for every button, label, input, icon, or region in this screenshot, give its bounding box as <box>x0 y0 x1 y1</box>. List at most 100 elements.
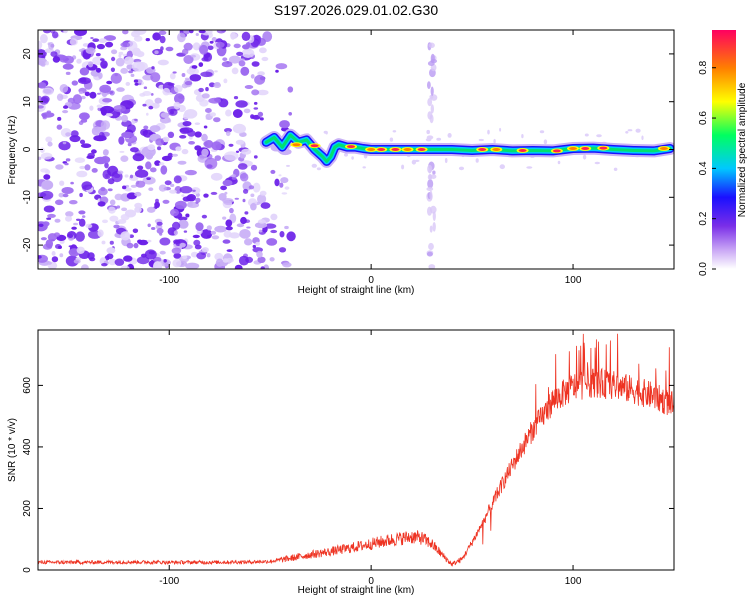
noise-blob <box>134 206 142 213</box>
noise-blob <box>279 231 285 238</box>
noise-blob <box>120 214 130 221</box>
noise-blob <box>257 71 265 76</box>
noise-blob <box>132 47 141 56</box>
noise-blob <box>76 246 85 254</box>
noise-blob <box>51 251 56 256</box>
noise-blob <box>250 193 255 198</box>
signal-hotspot <box>552 149 561 153</box>
noise-blob <box>169 73 176 80</box>
noise-blob <box>62 141 67 145</box>
colorbar-label: Normalized spectral amplitude <box>737 82 748 217</box>
noise-blob <box>270 229 278 234</box>
noise-blob <box>192 189 196 192</box>
noise-blob <box>76 218 81 221</box>
band-blob <box>430 94 438 101</box>
noise-blob <box>231 174 236 178</box>
noise-blob <box>221 61 233 68</box>
noise-blob <box>201 57 209 62</box>
noise-blob <box>147 223 151 228</box>
noise-blob <box>194 131 202 138</box>
noise-blob <box>214 225 227 233</box>
noise-blob <box>222 239 231 244</box>
noise-blob <box>162 87 171 96</box>
noise-blob <box>280 177 289 184</box>
noise-blob <box>42 87 54 96</box>
noise-blob <box>120 67 129 74</box>
noise-blob <box>121 131 134 139</box>
noise-blob <box>120 46 128 51</box>
noise-blob <box>133 79 139 83</box>
noise-blob <box>47 233 58 242</box>
noise-blob <box>183 112 190 120</box>
band-blob <box>427 61 435 66</box>
signal-hotspot <box>518 149 527 152</box>
noise-blob <box>63 30 68 34</box>
noise-blob <box>228 55 241 64</box>
signal-hotspot <box>310 144 319 148</box>
noise-blob <box>120 155 129 162</box>
colorbar-ticks: 0.0 0.2 0.4 0.6 0.8 <box>698 60 716 276</box>
noise-blob <box>130 73 135 77</box>
noise-blob <box>115 57 125 67</box>
noise-blob <box>206 234 211 239</box>
noise-blob <box>207 45 214 51</box>
noise-blob <box>98 187 108 196</box>
band-blob <box>430 174 437 180</box>
noise-blob <box>98 38 107 44</box>
faint-dot <box>635 128 641 133</box>
noise-blob <box>230 32 236 40</box>
noise-blob <box>38 255 42 259</box>
noise-blob <box>210 112 216 117</box>
noise-blob <box>222 216 227 220</box>
noise-blob <box>130 184 137 188</box>
noise-blob <box>148 250 155 255</box>
noise-blob <box>38 223 44 227</box>
noise-blob <box>257 256 266 263</box>
noise-blob <box>215 41 225 49</box>
noise-blob <box>84 91 90 97</box>
noise-blob <box>46 217 52 220</box>
colorbar-tick-label: 0.6 <box>698 111 709 125</box>
noise-blob <box>288 112 293 116</box>
noise-blob <box>270 169 276 174</box>
noise-blob <box>195 197 201 203</box>
noise-blob <box>246 226 251 229</box>
noise-blob <box>101 240 106 245</box>
noise-blob <box>253 155 258 159</box>
noise-blob <box>238 60 246 67</box>
noise-blob <box>124 174 129 178</box>
snr-y-tick-label: 0 <box>22 567 33 573</box>
noise-blob <box>201 133 208 142</box>
noise-blob <box>101 263 108 267</box>
noise-blob <box>225 219 233 227</box>
noise-blob <box>185 213 190 218</box>
noise-blob <box>255 241 261 246</box>
noise-blob <box>100 107 107 116</box>
band-blob <box>427 164 433 174</box>
noise-blob <box>187 130 196 137</box>
faint-dot <box>414 159 420 162</box>
noise-blob <box>163 259 167 263</box>
noise-blob <box>78 218 86 227</box>
noise-blob <box>78 210 86 215</box>
noise-blob <box>182 30 191 35</box>
noise-blob <box>40 237 47 241</box>
noise-blob <box>234 197 239 200</box>
noise-blob <box>237 163 248 170</box>
noise-blob <box>148 105 154 110</box>
noise-blob <box>56 93 64 101</box>
noise-blob <box>159 35 166 44</box>
spectrogram-y-tick-label: -20 <box>22 237 33 252</box>
noise-blob <box>239 229 251 239</box>
noise-blob <box>231 67 239 75</box>
colorbar-gradient <box>712 30 736 269</box>
noise-blob <box>91 149 97 154</box>
noise-blob <box>251 61 260 67</box>
spectrogram-y-tick-label: 10 <box>22 96 33 108</box>
noise-blob <box>172 221 181 230</box>
faint-dot <box>584 133 589 137</box>
noise-blob <box>235 139 245 145</box>
noise-blob <box>38 57 48 66</box>
noise-blob <box>210 191 218 195</box>
noise-blob <box>189 30 194 34</box>
